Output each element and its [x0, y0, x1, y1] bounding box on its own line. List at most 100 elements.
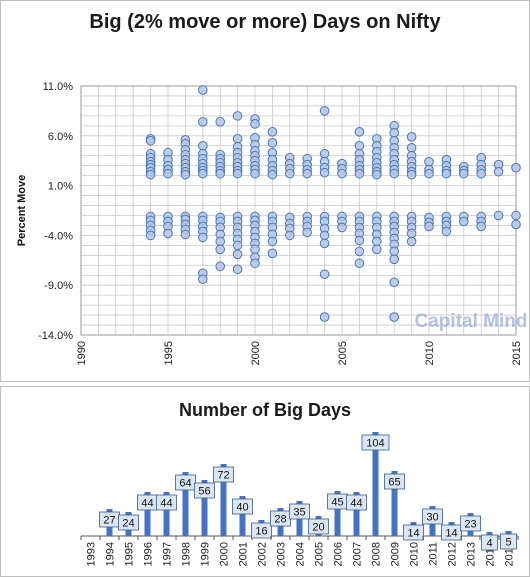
scatter-point: [372, 244, 382, 255]
bar-chart-panel: Number of Big Days 1993 1994 27 1995 24 1996 4…: [0, 386, 530, 577]
scatter-points: [145, 85, 521, 322]
x-tick-label: 2006: [333, 542, 345, 566]
scatter-plot-area: [80, 85, 517, 336]
scatter-point: [180, 229, 191, 240]
data-label: 72: [217, 470, 229, 482]
scatter-point: [215, 261, 225, 272]
scatter-point: [302, 168, 313, 179]
y-axis-title: Percent Move: [16, 175, 28, 247]
y-tick-label: 11.0%: [43, 81, 74, 93]
scatter-point: [511, 210, 521, 221]
data-label-box: [441, 524, 462, 541]
bar: [182, 472, 189, 536]
x-tick-label: 1999: [200, 542, 212, 566]
scatter-point: [267, 169, 278, 180]
scatter-chart: Capital Mind 11.0% 6.0% 1.0% -4.0% -9.0% -14.0…: [16, 81, 527, 365]
x-tick-label: 2005: [337, 341, 349, 365]
data-label-box: [156, 494, 177, 511]
scatter-point: [198, 274, 208, 285]
scatter-point: [232, 168, 243, 179]
scatter-point: [250, 258, 260, 269]
scatter-point: [354, 168, 365, 179]
y-tick-label: 6.0%: [48, 131, 73, 143]
bar-chart: 1993 199427199524199644199744199864199956…: [80, 432, 519, 566]
data-label-box: [422, 508, 443, 525]
x-tick-label: 2010: [424, 341, 436, 365]
data-label: 104: [366, 438, 384, 450]
x-tick-label: 1994: [105, 542, 117, 566]
data-label-box: [251, 522, 272, 539]
scatter-point: [511, 219, 521, 230]
scatter-point: [319, 238, 330, 249]
scatter-point: [493, 166, 504, 177]
x-tick-label: 1995: [163, 341, 175, 365]
scatter-point: [198, 85, 208, 95]
bar: [201, 480, 208, 536]
x-tick-label: 2007: [352, 542, 364, 566]
x-tick-label: 2005: [314, 542, 326, 566]
data-label: 35: [293, 507, 305, 519]
scatter-point: [354, 235, 365, 246]
scatter-point: [354, 258, 365, 269]
scatter-point: [232, 111, 243, 121]
scatter-point: [180, 169, 191, 180]
scatter-point: [389, 128, 400, 138]
scatter-point: [319, 312, 330, 322]
data-label: 45: [331, 497, 343, 509]
scatter-point: [372, 236, 382, 247]
scatter-point: [406, 131, 417, 142]
data-label-box: [175, 474, 196, 491]
bar: [391, 471, 398, 536]
scatter-point: [424, 221, 434, 232]
data-label-box: [346, 494, 367, 511]
y-tick-label: -9.0%: [44, 280, 73, 292]
scatter-point: [372, 169, 382, 180]
scatter-point: [267, 236, 278, 247]
scatter-point: [319, 167, 330, 178]
scatter-point: [215, 168, 225, 179]
scatter-point: [232, 240, 243, 251]
scatter-point: [198, 117, 208, 127]
x-tick-label: 2008: [371, 542, 383, 566]
data-label: 23: [464, 519, 476, 531]
bar: [505, 531, 512, 536]
scatter-point: [406, 142, 417, 153]
scatter-point: [319, 148, 330, 159]
scatter-point: [493, 210, 504, 221]
data-label: 16: [255, 526, 267, 538]
scatter-point: [354, 140, 365, 151]
data-label-box: [308, 518, 329, 535]
scatter-point: [145, 230, 156, 241]
bar-chart-title: Number of Big Days: [178, 400, 352, 420]
scatter-point: [250, 168, 260, 179]
data-label-box: [384, 473, 405, 490]
scatter-point: [145, 135, 156, 146]
data-label-box: [361, 434, 390, 451]
data-label-box: [194, 482, 215, 499]
scatter-point: [198, 232, 208, 243]
scatter-point: [354, 127, 365, 137]
data-label: 4: [486, 538, 492, 550]
scatter-point: [319, 106, 330, 116]
bar: [372, 432, 379, 536]
x-tick-label: 2004: [295, 542, 307, 566]
bar: [486, 532, 493, 536]
scatter-point: [145, 169, 156, 180]
bar: [353, 492, 360, 536]
data-label: 14: [407, 528, 419, 540]
scatter-point: [389, 246, 400, 257]
x-tick-label: 2013: [466, 542, 478, 566]
scatter-point: [337, 222, 347, 233]
x-tick-label: 1998: [181, 542, 193, 566]
x-tick-label: 2012: [447, 542, 459, 566]
scatter-point: [406, 228, 417, 239]
x-tick-label: 2001: [238, 542, 250, 566]
scatter-point: [406, 236, 417, 247]
bar: [239, 496, 246, 536]
data-label-box: [232, 498, 253, 515]
bar: [144, 492, 151, 536]
data-label-box: [403, 524, 424, 541]
scatter-point: [319, 269, 330, 280]
scatter-point: [232, 264, 243, 275]
x-tick-label: 1995: [124, 542, 136, 566]
